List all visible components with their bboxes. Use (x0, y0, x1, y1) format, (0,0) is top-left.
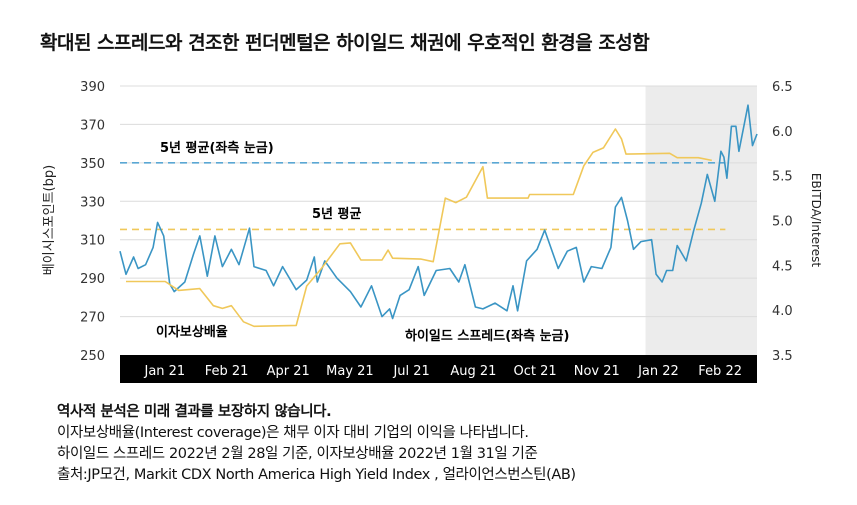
y-tick-left: 250 (80, 349, 105, 364)
x-axis: Jan 21 Feb 21 Apr 21 May 21 Jul 21 Aug 21 Oct … (143, 364, 742, 379)
definition-note: 이자보상배율(Interest coverage)은 채무 이자 대비 기업의 … (57, 425, 529, 441)
disclaimer: 역사적 분석은 미래 결과를 보장하지 않습니다. (57, 404, 332, 420)
x-axis-bar (120, 355, 757, 383)
series-label-spread: 하이일드 스프레드(좌측 눈금) (405, 328, 569, 344)
y-tick-right: 3.5 (772, 349, 793, 364)
ref-label-coverage: 5년 평균 (312, 206, 361, 222)
x-tick-label: Nov 21 (574, 364, 620, 379)
reference-lines (120, 162, 726, 231)
y-tick-right: 5.5 (772, 170, 793, 185)
y-tick-left: 350 (80, 157, 105, 172)
x-tick-label: Feb 22 (698, 364, 742, 379)
as-of-note: 하이일드 스프레드 2022년 2월 28일 기준, 이자보상배율 2022년 … (57, 446, 538, 462)
x-tick-label: Oct 21 (513, 364, 556, 379)
source-note: 출처:JP모건, Markit CDX North America High Y… (57, 467, 576, 483)
y-axis-left: 250 270 290 310 330 350 370 390 (80, 80, 105, 364)
x-tick-label: May 21 (326, 364, 374, 379)
spread-line (119, 104, 758, 320)
y-axis-left-label: 베이시스포인트(bp) (42, 165, 57, 275)
y-tick-left: 370 (80, 118, 105, 133)
chart: 250 270 290 310 330 350 370 390 3.5 4.0 4.5 5.0 5.5… (42, 80, 823, 383)
coverage-line (126, 128, 712, 328)
x-tick-label: Aug 21 (450, 364, 496, 379)
y-tick-right: 6.0 (772, 125, 793, 140)
ref-label-spread: 5년 평균(좌측 눈금) (160, 140, 274, 156)
forecast-shade (645, 86, 757, 355)
series-label-coverage: 이자보상배율 (156, 324, 228, 340)
y-tick-right: 6.5 (772, 80, 793, 95)
y-axis-right-label: EBITDA/Interest (809, 173, 823, 268)
x-tick-label: Apr 21 (267, 364, 310, 379)
y-axis-right: 3.5 4.0 4.5 5.0 5.5 6.0 6.5 (772, 80, 793, 364)
y-tick-right: 4.0 (772, 304, 793, 319)
y-tick-right: 5.0 (772, 215, 793, 230)
footnotes: 역사적 분석은 미래 결과를 보장하지 않습니다. 이자보상배율(Interes… (57, 402, 576, 486)
y-tick-left: 390 (80, 80, 105, 95)
x-tick-label: Jan 22 (637, 364, 679, 379)
y-tick-right: 4.5 (772, 259, 793, 274)
x-tick-label: Jan 21 (143, 364, 185, 379)
series-lines (119, 104, 758, 328)
x-tick-label: Feb 21 (205, 364, 249, 379)
chart-title: 확대된 스프레드와 견조한 펀더멘털은 하이일드 채권에 우호적인 환경을 조성… (40, 32, 650, 54)
y-tick-left: 310 (80, 234, 105, 249)
y-tick-left: 290 (80, 272, 105, 287)
y-tick-left: 330 (80, 195, 105, 210)
y-tick-left: 270 (80, 311, 105, 326)
x-tick-label: Jul 21 (392, 364, 429, 379)
